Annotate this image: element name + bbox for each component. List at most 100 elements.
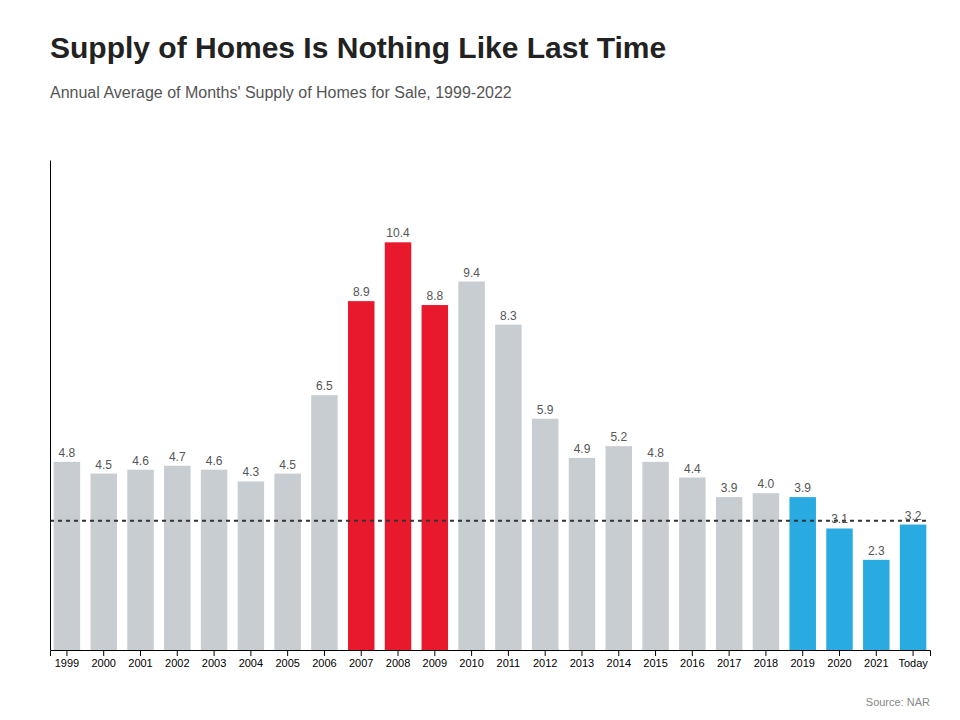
bar <box>127 470 153 650</box>
data-labels: 4.84.54.64.74.64.34.56.58.910.48.89.48.3… <box>59 226 922 558</box>
x-tick: 2009 <box>423 650 447 669</box>
x-tick-mark <box>545 650 546 656</box>
bar <box>348 301 374 650</box>
bar <box>458 282 484 650</box>
x-tick: 2016 <box>680 650 704 669</box>
x-tick-label: 2021 <box>864 657 888 669</box>
x-tick-label: 2008 <box>386 657 410 669</box>
x-axis: 1999 2000 2001 2002 2003 2004 2005 2006 2007 2008… <box>51 650 931 669</box>
data-label: 10.4 <box>386 226 410 240</box>
x-tick-mark <box>913 650 914 656</box>
x-tick: 2005 <box>275 650 299 669</box>
x-tick: 2012 <box>533 650 557 669</box>
bar <box>164 466 190 650</box>
x-tick-mark <box>765 650 766 656</box>
x-tick: 2000 <box>91 650 115 669</box>
x-tick: Today <box>898 650 928 669</box>
x-tick-label: 2018 <box>754 657 778 669</box>
x-tick: 2008 <box>386 650 410 669</box>
x-tick-label: 2011 <box>497 657 521 669</box>
x-tick-mark <box>324 650 325 656</box>
x-axis-line <box>51 651 931 657</box>
x-tick: 2020 <box>827 650 851 669</box>
x-tick: 2017 <box>717 650 741 669</box>
bar <box>606 446 632 650</box>
data-label: 3.9 <box>794 481 811 495</box>
x-tick-label: 2019 <box>790 657 814 669</box>
data-label: 3.9 <box>721 481 738 495</box>
x-tick-label: 2002 <box>165 657 189 669</box>
x-tick-mark <box>434 650 435 656</box>
x-tick: 2007 <box>349 650 373 669</box>
bar <box>495 325 521 650</box>
data-label: 5.2 <box>610 430 627 444</box>
x-tick-mark <box>618 650 619 656</box>
bar <box>201 470 227 650</box>
data-label: 4.6 <box>132 454 149 468</box>
x-tick-label: 2000 <box>91 657 115 669</box>
x-tick-label: 2004 <box>239 657 263 669</box>
data-label: 4.5 <box>95 458 112 472</box>
x-tick-label: 2007 <box>349 657 373 669</box>
x-tick: 2006 <box>312 650 336 669</box>
x-tick-mark <box>398 650 399 656</box>
x-tick: 2011 <box>497 650 521 669</box>
x-tick-mark <box>250 650 251 656</box>
x-tick: 2018 <box>754 650 778 669</box>
x-tick: 2002 <box>165 650 189 669</box>
y-axis <box>50 161 51 651</box>
bar <box>238 481 264 650</box>
data-label: 4.8 <box>647 446 664 460</box>
x-tick: 1999 <box>55 650 79 669</box>
title: Supply of Homes Is Nothing Like Last Tim… <box>50 31 666 64</box>
x-tick-label: 1999 <box>55 657 79 669</box>
x-tick: 2019 <box>790 650 814 669</box>
x-tick-mark <box>140 650 141 656</box>
bar <box>532 419 558 650</box>
marks <box>50 242 930 650</box>
data-label: 4.8 <box>59 446 76 460</box>
x-tick-label: 2006 <box>312 657 336 669</box>
x-tick: 2001 <box>128 650 152 669</box>
x-tick: 2021 <box>864 650 888 669</box>
data-label: 8.8 <box>426 289 443 303</box>
x-tick-label: Today <box>898 657 928 669</box>
data-label: 4.9 <box>574 442 591 456</box>
x-tick-mark <box>361 650 362 656</box>
x-tick-label: 2013 <box>570 657 594 669</box>
bar <box>385 242 411 650</box>
x-tick-mark <box>471 650 472 656</box>
bar <box>569 458 595 650</box>
bar <box>54 462 80 650</box>
data-label: 9.4 <box>463 266 480 280</box>
subtitle: Annual Average of Months' Supply of Home… <box>50 84 512 101</box>
data-label: 3.2 <box>905 509 922 523</box>
x-tick-label: 2001 <box>128 657 152 669</box>
data-label: 8.3 <box>500 309 517 323</box>
bar <box>311 395 337 650</box>
bar <box>753 493 779 650</box>
data-label: 3.1 <box>831 512 848 526</box>
bar <box>642 462 668 650</box>
x-tick-mark <box>287 650 288 656</box>
plot: 4.84.54.64.74.64.34.56.58.910.48.89.48.3… <box>50 161 931 669</box>
x-tick-mark <box>214 650 215 656</box>
x-tick-label: 2020 <box>827 657 851 669</box>
x-tick: 2003 <box>202 650 226 669</box>
x-tick-label: 2016 <box>680 657 704 669</box>
x-tick-mark <box>581 650 582 656</box>
bar <box>826 528 852 650</box>
x-tick-mark <box>508 650 509 656</box>
x-tick: 2013 <box>570 650 594 669</box>
x-tick: 2010 <box>459 650 483 669</box>
x-tick-mark <box>177 650 178 656</box>
bar <box>422 305 448 650</box>
x-tick-label: 2005 <box>275 657 299 669</box>
data-label: 5.9 <box>537 403 554 417</box>
x-tick: 2014 <box>607 650 631 669</box>
x-tick-mark <box>103 650 104 656</box>
source: Source: NAR <box>866 696 930 708</box>
data-label: 4.7 <box>169 450 186 464</box>
y-axis-line <box>50 161 51 651</box>
x-tick-label: 2015 <box>643 657 667 669</box>
